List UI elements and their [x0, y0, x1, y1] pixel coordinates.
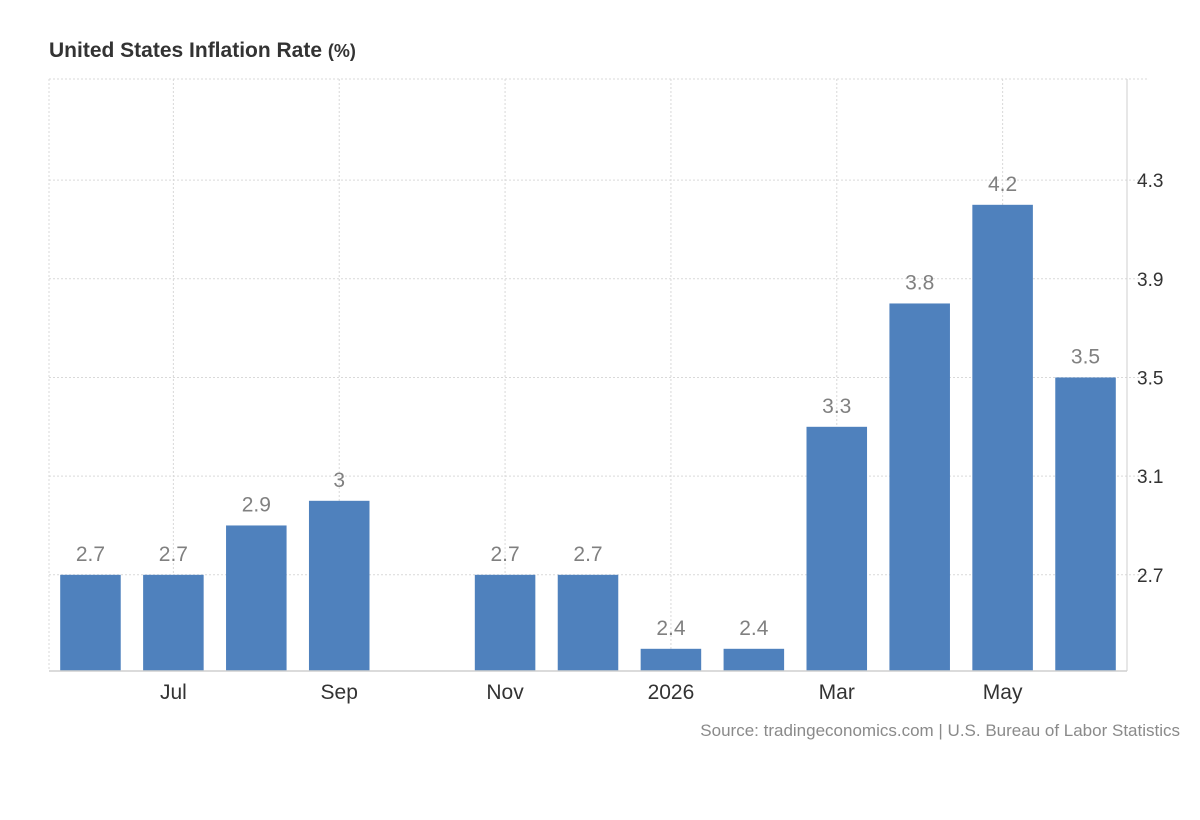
bar	[972, 204, 1033, 672]
data-label: 4.2	[988, 173, 1017, 196]
x-tick-label: Sep	[321, 681, 358, 704]
chart-title: United States Inflation Rate (%)	[49, 39, 356, 63]
data-label: 3.5	[1071, 345, 1100, 368]
bar	[474, 574, 536, 671]
data-label: 2.7	[490, 543, 519, 566]
x-tick-label: May	[983, 681, 1023, 704]
bar	[557, 574, 619, 671]
y-tick-label: 3.5	[1137, 368, 1163, 389]
x-tick-label: Mar	[819, 681, 855, 704]
data-label: 2.7	[573, 543, 602, 566]
bar	[806, 426, 868, 671]
source-note: Source: tradingeconomics.com | U.S. Bure…	[700, 721, 1180, 740]
x-tick-label: Jul	[160, 681, 187, 704]
data-label: 2.4	[739, 617, 769, 640]
bar	[308, 500, 370, 671]
bar	[889, 303, 950, 671]
bar	[143, 574, 204, 671]
bar	[1055, 377, 1116, 671]
x-tick-label: 2026	[648, 681, 695, 704]
data-label: 2.7	[159, 543, 188, 566]
y-tick-label: 3.9	[1137, 270, 1163, 291]
chart-title-text: United States Inflation Rate	[49, 39, 323, 62]
bar	[640, 648, 702, 671]
y-tick-label: 2.7	[1137, 566, 1163, 587]
bar	[226, 525, 287, 671]
data-label: 3.3	[822, 395, 851, 418]
data-label: 3.8	[905, 271, 934, 294]
bar	[723, 648, 785, 671]
data-label: 2.4	[656, 617, 686, 640]
data-label: 2.9	[242, 493, 271, 516]
x-tick-label: Nov	[486, 681, 524, 704]
data-label: 2.7	[76, 543, 105, 566]
y-tick-label: 3.1	[1137, 467, 1163, 488]
bar	[60, 574, 121, 671]
y-tick-label: 4.3	[1137, 171, 1163, 192]
chart-title-unit: (%)	[327, 41, 356, 61]
data-label: 3	[333, 469, 345, 492]
